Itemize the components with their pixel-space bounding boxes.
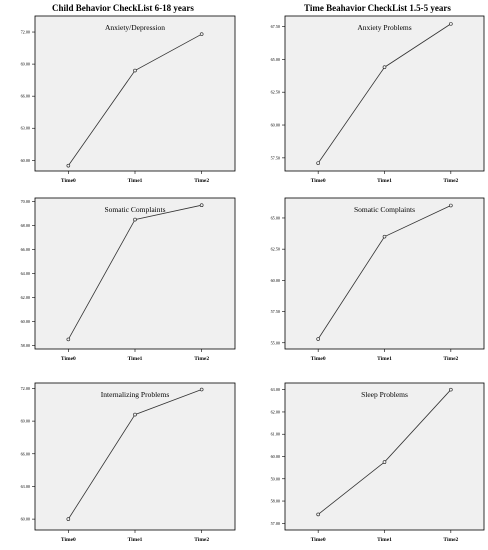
chart-title: Anxiety/Depression [105, 23, 165, 32]
chart-panel: Anxiety Problems 57.50 60.00 62.50 65.00 67.5… [271, 15, 485, 184]
x-tick-label: Time0 [61, 356, 76, 362]
chart-panel: Somatic Complaints 58.00 60.00 62.00 64.00 66… [21, 197, 236, 362]
data-point [199, 203, 204, 207]
x-tick-label: Time1 [377, 178, 392, 184]
plot-area [284, 197, 485, 350]
y-tick-label: 69.00 [21, 62, 30, 67]
x-tick-label: Time2 [443, 356, 458, 362]
data-point [66, 163, 71, 168]
x-tick-label: Time1 [128, 356, 143, 362]
data-point [382, 460, 387, 464]
x-tick-label: Time0 [311, 178, 326, 184]
y-tick-label: 61.00 [271, 432, 280, 437]
plot-area [34, 15, 236, 172]
x-tick-label: Time2 [443, 178, 458, 184]
data-point [316, 161, 320, 165]
y-tick-label: 60.00 [271, 278, 280, 283]
y-tick-label: 62.00 [21, 295, 30, 300]
x-tick-label: Time0 [311, 356, 326, 362]
y-tick-label: 59.00 [271, 476, 280, 481]
y-tick-label: 67.50 [271, 24, 280, 29]
y-tick-label: 70.00 [21, 199, 30, 204]
y-tick-label: 60.00 [21, 158, 30, 163]
y-tick-label: 58.00 [271, 499, 280, 504]
x-tick-label: Time0 [61, 537, 76, 543]
chart-title: Somatic Complaints [354, 205, 415, 214]
x-tick-label: Time2 [194, 356, 209, 362]
chart-panel: Anxiety/Depression 60.00 63.00 66.00 69.00 72… [21, 15, 236, 184]
chart-panel: Sleep Problems 57.00 58.00 59.00 60.00 61.00 6… [271, 382, 485, 543]
y-tick-label: 58.00 [21, 343, 30, 348]
y-tick-label: 69.00 [21, 419, 30, 424]
column-title-toddler: Time Beahavior CheckList 1.5-5 years [304, 3, 451, 13]
x-tick-label: Time2 [194, 537, 209, 543]
y-tick-label: 72.00 [21, 30, 30, 35]
y-tick-label: 57.50 [271, 155, 280, 160]
y-tick-label: 64.00 [21, 271, 30, 276]
data-point [199, 32, 204, 36]
y-tick-label: 65.00 [271, 57, 280, 62]
y-tick-label: 72.00 [21, 386, 30, 391]
y-tick-label: 60.00 [271, 123, 280, 128]
chart-title: Internalizing Problems [101, 390, 170, 399]
y-tick-label: 68.00 [21, 223, 30, 228]
x-tick-label: Time1 [128, 537, 143, 543]
x-tick-label: Time1 [377, 537, 392, 543]
y-tick-label: 62.50 [271, 247, 280, 252]
x-tick-label: Time1 [377, 356, 392, 362]
plot-area [284, 382, 485, 531]
plot-area [34, 382, 236, 531]
chart-title: Somatic Complaints [104, 205, 165, 214]
plot-area [34, 197, 236, 350]
y-tick-label: 57.00 [271, 521, 280, 526]
chart-title: Sleep Problems [361, 390, 408, 399]
y-tick-label: 62.50 [271, 90, 280, 95]
data-point [199, 387, 204, 392]
x-tick-label: Time1 [128, 178, 143, 184]
data-point [133, 68, 137, 73]
plot-area [284, 15, 485, 172]
data-point [316, 512, 320, 517]
y-tick-label: 62.00 [271, 409, 280, 414]
x-tick-label: Time2 [194, 178, 209, 184]
y-tick-label: 60.00 [271, 454, 280, 459]
y-tick-label: 63.00 [21, 126, 30, 131]
y-tick-label: 65.00 [271, 215, 280, 220]
data-point [66, 337, 71, 342]
data-point [316, 337, 320, 341]
data-point [66, 517, 71, 521]
y-tick-label: 57.50 [271, 309, 280, 314]
chart-title: Anxiety Problems [357, 23, 411, 32]
y-tick-label: 63.00 [21, 484, 30, 489]
column-title-child: Child Behavior CheckList 6-18 years [52, 3, 194, 13]
data-point [382, 234, 387, 239]
data-point [449, 387, 453, 392]
y-tick-label: 55.00 [271, 340, 280, 345]
y-tick-label: 60.00 [21, 517, 30, 522]
data-point [382, 65, 387, 70]
y-tick-label: 66.00 [21, 451, 30, 456]
y-tick-label: 60.00 [21, 319, 30, 324]
y-tick-label: 66.00 [21, 94, 30, 99]
chart-panel: Internalizing Problems 60.00 63.00 66.00 69.… [21, 382, 236, 543]
data-point [449, 22, 453, 26]
y-tick-label: 63.00 [271, 387, 280, 392]
data-point [133, 412, 137, 417]
x-tick-label: Time0 [311, 537, 326, 543]
x-tick-label: Time2 [443, 537, 458, 543]
chart-panel: Somatic Complaints 55.00 57.50 60.00 62.50 65… [271, 197, 485, 362]
x-tick-label: Time0 [61, 178, 76, 184]
y-tick-label: 66.00 [21, 247, 30, 252]
data-point [133, 217, 137, 222]
data-point [449, 203, 453, 208]
